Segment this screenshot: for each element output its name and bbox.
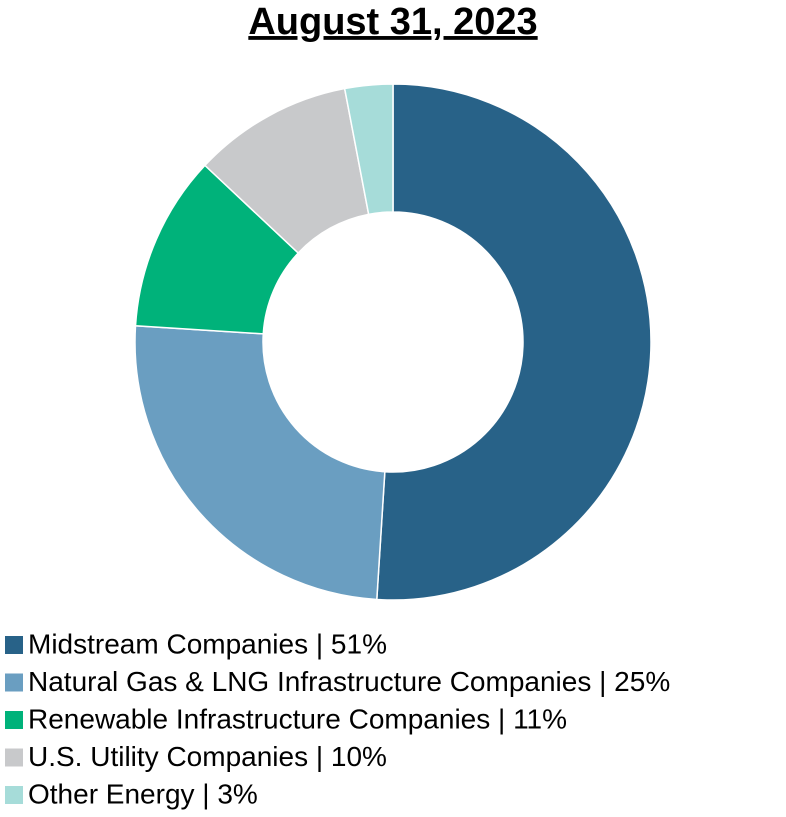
legend-swatch (5, 711, 23, 729)
chart-title: August 31, 2023 (248, 1, 537, 43)
donut-segment (343, 83, 394, 216)
legend-label: U.S. Utility Companies | 10% (28, 741, 387, 772)
legend-label: Renewable Infrastructure Companies | 11% (28, 703, 567, 734)
legend-swatch (5, 748, 23, 767)
legend-swatch (5, 786, 23, 804)
legend-label: Natural Gas & LNG Infrastructure Compani… (28, 666, 670, 697)
legend-label: Midstream Companies | 51% (28, 628, 387, 659)
legend-swatch (5, 673, 23, 692)
donut-segment (376, 83, 652, 601)
donut-segment (134, 325, 386, 601)
legend-swatch (5, 636, 23, 654)
legend-label: Other Energy | 3% (28, 778, 258, 809)
